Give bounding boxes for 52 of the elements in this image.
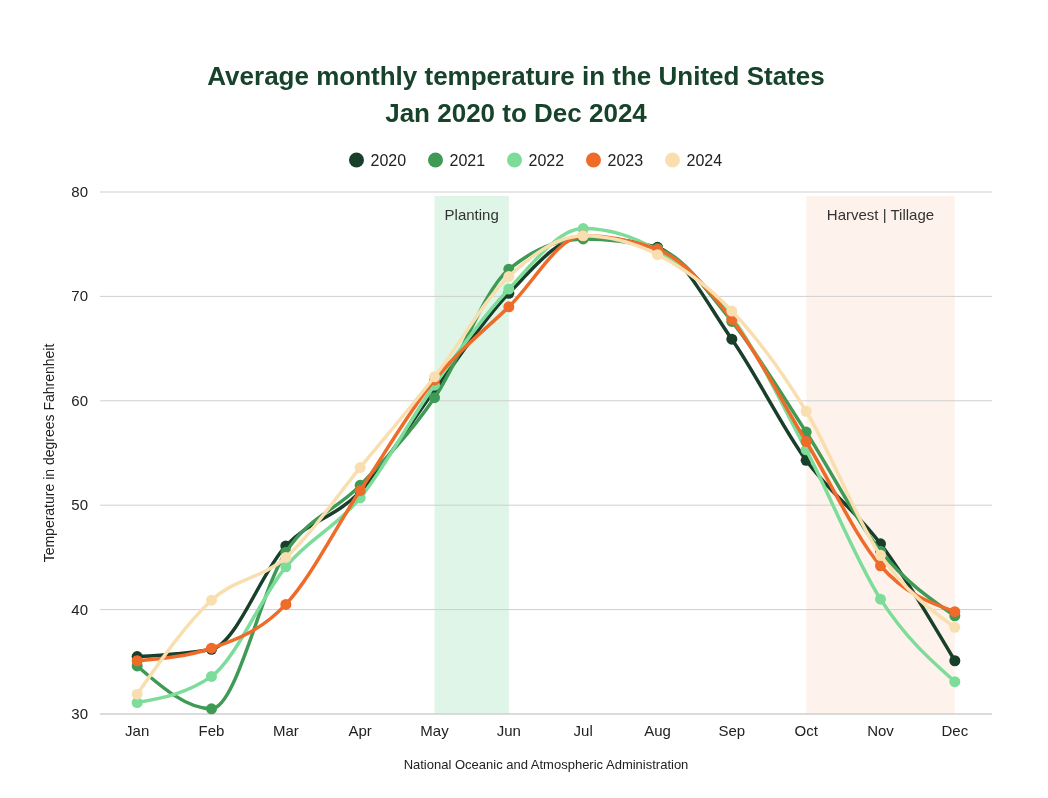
point [503,301,515,313]
point [206,670,217,682]
text: National Oceanic and Atmospheric Administration [403,757,689,772]
point [726,305,738,317]
legend-label: 2020 [370,152,407,169]
point [800,405,812,417]
x-tick-label: Aug [644,722,671,739]
y-tick-label: 60 [71,391,88,409]
x-tick-label: May [420,722,450,739]
x-tick-label: Jan [125,722,150,739]
y-tick-label: 50 [71,496,88,514]
point [503,283,515,295]
point [429,392,440,404]
point [875,560,886,572]
x-tick-label: Jul [573,722,593,739]
point [354,462,366,474]
point [949,621,961,633]
point [949,655,961,667]
y-tick-label: 70 [71,287,88,305]
point [206,703,217,715]
point [503,271,515,283]
y-tick-label: 80 [71,183,88,200]
band-label: Planting [444,206,499,223]
y-tick-label: 30 [71,705,88,722]
legend-label: 2022 [528,152,565,169]
band-label: Harvest | Tillage [826,206,935,223]
point [206,594,217,606]
x-tick-label: Nov [867,722,895,739]
point [280,551,292,563]
point [280,598,292,610]
legend-label: 2021 [449,152,486,169]
x-tick-label: Dec [941,722,969,739]
point [875,549,886,561]
y-tick-label: 40 [71,600,88,618]
point [800,436,812,448]
x-tick-label: Feb [198,722,225,739]
chart-title: Average monthly temperature in the United States Jan 2020 to Dec 2024 [207,61,825,128]
y-axis-title: Temperature in degrees Fahrenheit [41,343,57,563]
point [726,333,738,345]
legend-label: 2023 [607,152,644,169]
point [949,676,961,688]
point [131,655,143,667]
point [652,249,663,261]
x-tick-label: Oct [794,722,819,739]
x-tick-label: Mar [272,722,299,739]
x-tick-label: Jun [496,722,521,739]
point [949,606,961,618]
x-tick-label: Apr [348,722,372,739]
legend-label: 2024 [686,152,723,169]
point [131,688,143,700]
x-tick-label: Sep [718,722,746,739]
point [875,593,886,605]
